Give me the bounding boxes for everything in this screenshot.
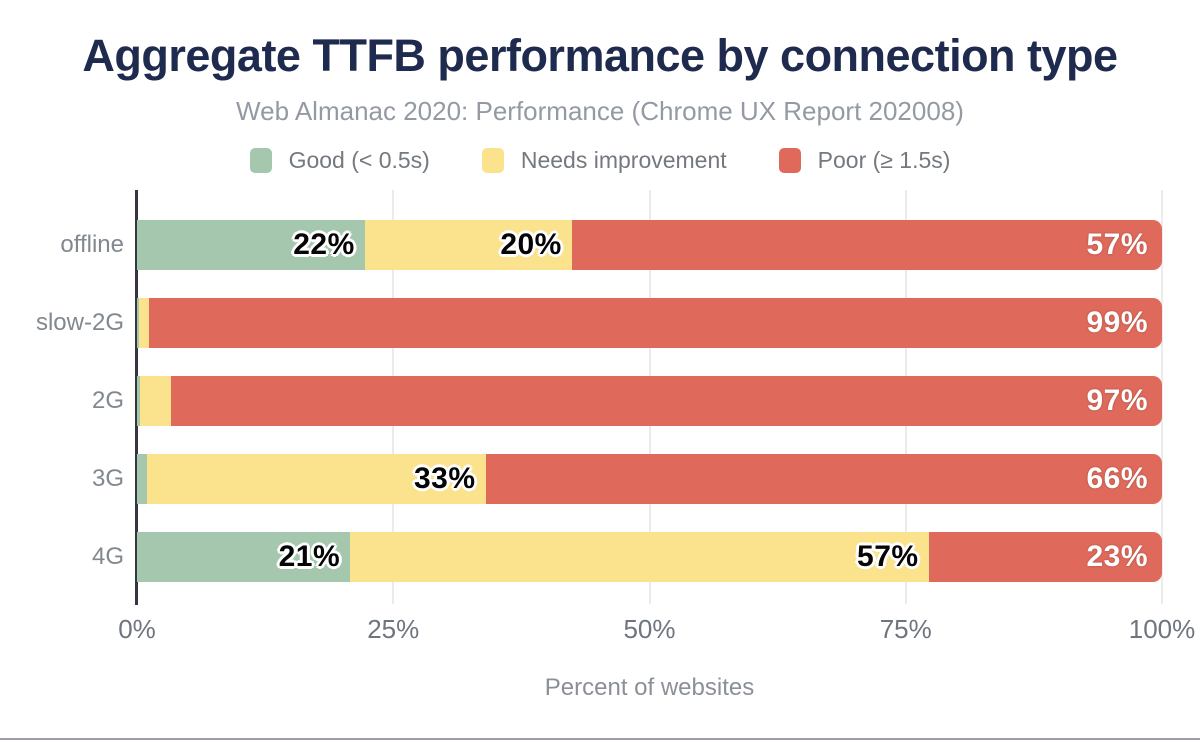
bar-value-label: 57%	[1086, 228, 1148, 261]
bar-value-label: 99%	[1086, 306, 1148, 339]
bar-segment-poor	[170, 376, 1162, 426]
legend-item-poor[interactable]: Poor (≥ 1.5s)	[778, 147, 951, 174]
category-label: 2G	[91, 387, 124, 414]
bar-segment-good	[137, 298, 140, 348]
x-tick-label: 75%	[879, 614, 932, 644]
bar-row-4G: 21% 57% 23%	[137, 532, 1162, 582]
bar-value-label: 97%	[1086, 384, 1148, 417]
legend-item-label: Good (< 0.5s)	[288, 147, 430, 173]
category-label: offline	[60, 231, 124, 258]
x-tick-label: 0%	[118, 614, 156, 644]
bar-value-label: 21%	[278, 540, 341, 573]
bar-value-label: 66%	[1086, 462, 1148, 495]
bar-value-label: 57%	[857, 540, 919, 573]
y-axis-line	[135, 190, 138, 605]
bar-row-offline: 22% 20% 57%	[137, 220, 1162, 270]
legend: Good (< 0.5s) Needs improvement Poor (≥ 1.…	[0, 147, 1200, 174]
chart-title: Aggregate TTFB performance by connection…	[82, 30, 1118, 81]
legend-item-label: Needs improvement	[520, 147, 727, 173]
bar-value-label: 33%	[413, 462, 476, 495]
bar-segment-poor	[485, 454, 1162, 504]
bar-segment-poor	[928, 532, 1162, 582]
bar-segment-needs-improvement	[350, 532, 929, 582]
grid-line	[1161, 190, 1163, 604]
bottom-divider	[0, 738, 1200, 740]
bar-segment-needs-improvement	[139, 298, 150, 348]
legend-item-needs-improvement[interactable]: Needs improvement	[481, 147, 727, 174]
bar-row-3G: 1%33%66%	[137, 454, 1162, 504]
legend-swatch-icon	[481, 148, 504, 173]
x-tick-label: 100%	[1128, 614, 1196, 644]
bar-value-label: 22%	[293, 228, 355, 261]
bar-segment-good	[137, 376, 141, 426]
bar-segment-needs-improvement	[147, 454, 486, 504]
bar-value-label: 23%	[1086, 540, 1148, 573]
x-axis-title: Percent of websites	[544, 674, 755, 701]
chart-subtitle: Web Almanac 2020: Performance (Chrome UX…	[236, 96, 964, 126]
bar-row-slow-2G: 1%99%	[137, 298, 1162, 348]
category-label: 4G	[91, 543, 124, 570]
x-tick-label: 50%	[623, 614, 676, 644]
bar-segment-good	[137, 454, 148, 504]
bar-segment-poor	[149, 298, 1162, 348]
legend-swatch-icon	[778, 148, 801, 173]
bar-segment-poor	[571, 220, 1162, 270]
bar-segment-good	[137, 220, 365, 270]
bar-segment-needs-improvement	[364, 220, 572, 270]
bar-segment-needs-improvement	[140, 376, 171, 426]
plot-area: Percent of websites offline 22% 20% 57% slow…	[0, 190, 1200, 730]
category-label: 3G	[91, 465, 124, 492]
legend-item-good[interactable]: Good (< 0.5s)	[249, 147, 430, 174]
chart-header: Aggregate TTFB performance by connection…	[0, 0, 1200, 174]
bar-row-2G: 3%97%	[137, 376, 1162, 426]
x-tick-label: 25%	[367, 614, 420, 644]
legend-swatch-icon	[249, 148, 272, 173]
legend-item-label: Poor (≥ 1.5s)	[817, 147, 951, 173]
category-label: slow-2G	[35, 309, 124, 336]
bar-segment-good	[137, 532, 351, 582]
bar-value-label: 20%	[500, 228, 562, 261]
